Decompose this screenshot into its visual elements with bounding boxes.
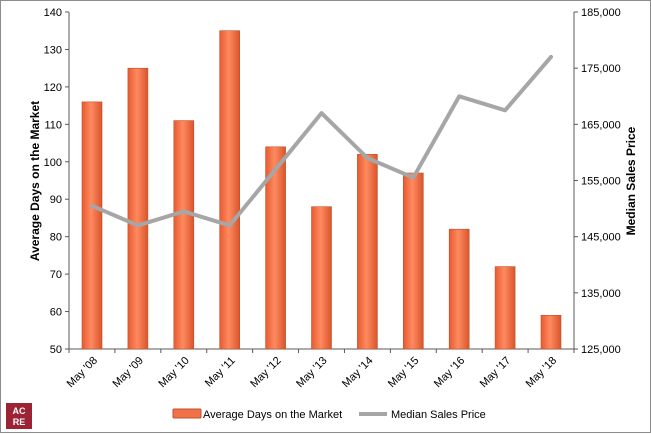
bar-10	[540, 314, 562, 350]
x-tick-label-8: May '16	[432, 355, 467, 390]
bar-9	[494, 266, 516, 350]
bar-5	[311, 206, 332, 350]
left-axis-ticks: 50 60 70 80 90 100 110 120 130 140	[44, 7, 69, 356]
bar-0	[81, 101, 103, 350]
left-tick-label-2: 70	[50, 269, 62, 281]
left-tick-label-6: 110	[44, 119, 62, 131]
x-tick-label-6: May '14	[340, 355, 375, 390]
logo-text-top: AC	[13, 406, 26, 416]
right-tick-label-4: 165,000	[581, 119, 621, 131]
median-price-line	[90, 54, 553, 228]
bar-2	[173, 120, 195, 350]
left-tick-label-8: 130	[44, 44, 62, 56]
bar-7	[402, 172, 424, 350]
legend-swatch-days	[172, 408, 202, 419]
right-axis-ticks: 125,000 135,000 145,000 155,000 165,000 175,0…	[574, 7, 621, 356]
x-tick-label-2: May '10	[156, 355, 191, 390]
acre-logo: AC RE	[6, 403, 32, 429]
logo-background	[6, 403, 32, 429]
legend-label-days: Average Days on the Market	[203, 409, 342, 421]
right-axis-title: Median Sales Price	[624, 126, 638, 235]
legend-label-price: Median Sales Price	[391, 409, 486, 421]
left-tick-label-5: 100	[44, 157, 62, 169]
left-tick-label-1: 60	[50, 307, 62, 319]
x-tick-label-3: May '11	[203, 355, 238, 390]
x-tick-label-7: May '15	[386, 355, 421, 390]
bar-1	[127, 67, 149, 350]
x-tick-label-1: May '09	[110, 355, 145, 390]
x-axis-ticks: May '08 May '09 May '10 May '11 May '12 May '…	[65, 349, 575, 390]
left-axis-title: Average Days on the Market	[28, 101, 42, 261]
left-tick-label-0: 50	[50, 344, 62, 356]
left-tick-label-3: 80	[50, 232, 62, 244]
bar-6	[357, 154, 378, 350]
legend: Average Days on the Market Median Sales …	[172, 408, 486, 421]
bar-3	[219, 30, 240, 350]
left-tick-label-7: 120	[44, 82, 62, 94]
bar-series	[81, 30, 562, 350]
left-tick-label-9: 140	[44, 7, 62, 19]
right-tick-label-2: 145,000	[581, 232, 621, 244]
left-tick-label-4: 90	[50, 194, 62, 206]
x-tick-label-10: May '18	[524, 355, 559, 390]
x-tick-label-4: May '12	[248, 355, 283, 390]
bar-4	[265, 146, 286, 350]
right-tick-label-6: 185,000	[581, 7, 621, 19]
x-tick-label-9: May '17	[478, 355, 513, 390]
line-series	[90, 54, 553, 228]
x-tick-label-0: May '08	[65, 355, 100, 390]
right-tick-label-1: 135,000	[581, 288, 621, 300]
right-tick-label-5: 175,000	[581, 63, 621, 75]
x-tick-label-5: May '13	[294, 355, 329, 390]
bar-8	[448, 228, 470, 350]
right-tick-label-0: 125,000	[581, 344, 621, 356]
right-tick-label-3: 155,000	[581, 176, 621, 188]
logo-text-bottom: RE	[13, 417, 26, 427]
